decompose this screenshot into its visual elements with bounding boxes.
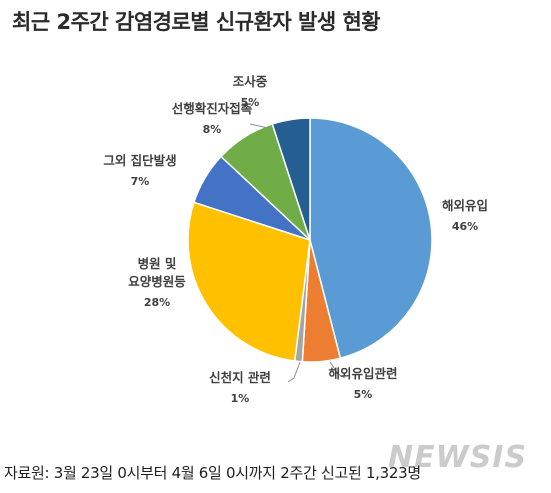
leader-line-2 [329, 361, 346, 379]
slice-label-text: 해외유입관련 [328, 366, 397, 381]
pie-slice-4 [187, 201, 311, 362]
pie-slice-1 [309, 117, 433, 360]
source-note: 자료원: 3월 23일 0시부터 4월 6일 0시까지 2주간 신고된 1,32… [4, 464, 421, 482]
slice-pct-label: 1% [231, 392, 250, 405]
slice-label-text: 선행확진자접촉 [172, 101, 253, 116]
watermark: NEWSIS [388, 440, 528, 475]
slice-label-7: 조사중 5% [233, 74, 268, 109]
slice-pct-label: 7% [131, 175, 150, 188]
leader-lines [249, 123, 346, 383]
slice-label-text: 신천지 관련 [209, 370, 271, 385]
slice-label-3: 신천지 관련 1% [209, 370, 271, 405]
slice-pct-label: 5% [241, 96, 260, 109]
slice-label-text: 그외 집단발생 [103, 153, 176, 168]
slice-label-text: 해외유입 [442, 198, 488, 213]
slice-label-1: 해외유입 46% [442, 198, 488, 233]
slice-label-6: 선행확진자접촉 8% [172, 101, 253, 136]
pie-slice-7 [271, 117, 311, 241]
slice-pct-label: 8% [203, 123, 222, 136]
pie-slices [187, 117, 433, 363]
slice-pct-label: 28% [144, 296, 170, 309]
leader-line-3 [287, 361, 301, 383]
slice-label-text: 요양병원등 [128, 274, 186, 289]
slice-label-text: 병원 및 [138, 256, 177, 271]
slice-pct-label: 46% [452, 220, 478, 233]
slice-label-5: 그외 집단발생 7% [103, 153, 176, 188]
slice-pct-label: 5% [354, 388, 373, 401]
leader-line-6 [249, 123, 269, 129]
slice-label-2: 해외유입관련 5% [328, 366, 397, 401]
slice-label-text: 조사중 [233, 74, 268, 89]
chart-title: 최근 2주간 감염경로별 신규환자 발생 현황 [12, 10, 381, 34]
